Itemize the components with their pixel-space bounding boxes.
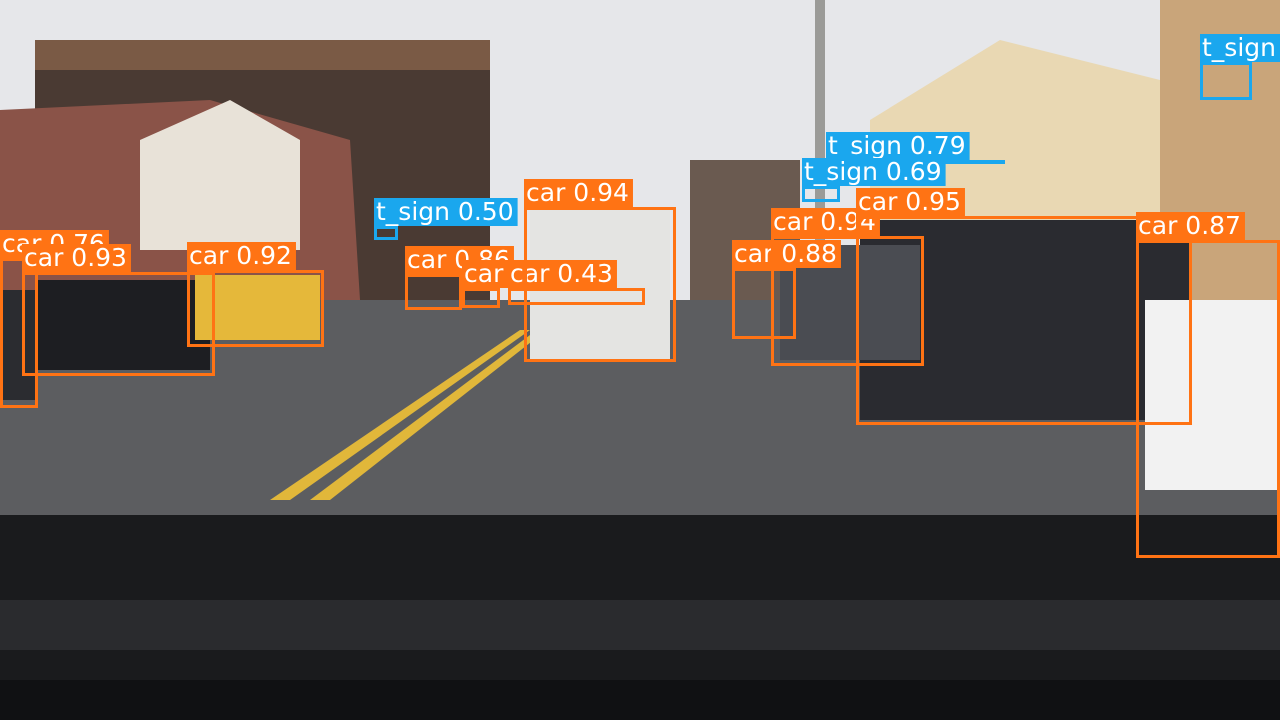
detection-label: t_sign 0.50 <box>376 197 514 226</box>
detection-label: car 0.87 <box>1138 211 1241 240</box>
label-background <box>1200 34 1280 62</box>
detection: car 0.93 <box>22 243 215 376</box>
bounding-box <box>732 268 796 339</box>
bounding-box <box>802 186 840 202</box>
detection: car 0.92 <box>187 241 324 347</box>
label-background <box>22 244 131 272</box>
bounding-box <box>508 288 645 305</box>
detection-label: car 0.94 <box>526 178 629 207</box>
detection: car 0.94 <box>524 178 676 362</box>
detection-label: t_sign <box>1202 33 1276 62</box>
detection-label: t_sign 0.69 <box>804 157 942 186</box>
detection-label: car 0.93 <box>24 243 127 272</box>
detection: car 0.88 <box>732 239 841 339</box>
bounding-box <box>524 207 676 362</box>
label-background <box>732 240 841 268</box>
label-background <box>1136 212 1245 240</box>
label-background <box>856 188 965 216</box>
bounding-box <box>22 272 215 376</box>
bounding-box <box>462 288 500 308</box>
detection-label: car 0.95 <box>858 187 961 216</box>
detection: t_sign 0.69 <box>802 157 946 202</box>
bounding-box <box>374 226 398 240</box>
detection-label: car 0.43 <box>510 259 613 288</box>
detection: car 0.87 <box>1136 211 1280 558</box>
detection-label: car 0.92 <box>189 241 292 270</box>
bounding-box <box>405 274 462 310</box>
bounding-box <box>856 216 1192 425</box>
label-background <box>187 242 296 270</box>
detection-label: car 0.88 <box>734 239 837 268</box>
bounding-box <box>1200 62 1252 100</box>
bounding-box <box>771 236 924 366</box>
label-background <box>524 179 633 207</box>
label-background <box>802 158 946 186</box>
detection: car 0.95 <box>856 187 1192 425</box>
label-background <box>374 198 518 226</box>
detection: t_sign 0.50 <box>374 197 518 240</box>
label-background <box>826 132 970 160</box>
detection-label: t_sign 0.79 <box>828 131 966 160</box>
bounding-box <box>187 270 324 347</box>
bounding-box <box>1136 240 1280 558</box>
detection: t_sign <box>1200 33 1280 100</box>
bounding-box <box>0 258 38 408</box>
